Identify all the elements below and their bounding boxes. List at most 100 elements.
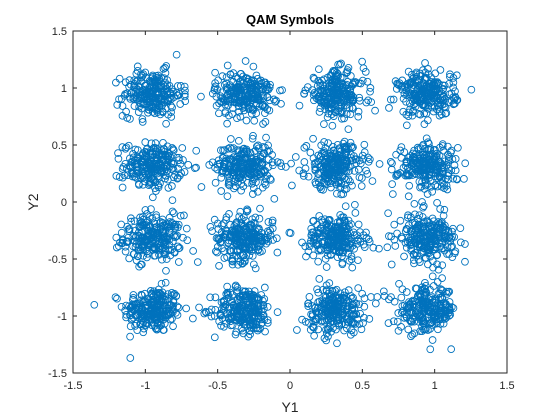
data-point xyxy=(340,163,349,172)
data-point xyxy=(159,301,167,310)
data-point xyxy=(436,304,445,313)
data-point xyxy=(347,318,355,327)
data-point xyxy=(169,209,178,217)
data-point xyxy=(299,169,308,178)
data-point xyxy=(236,295,244,304)
data-point xyxy=(333,303,342,312)
data-point xyxy=(145,169,154,177)
data-point xyxy=(264,85,273,94)
data-point xyxy=(327,177,336,185)
data-point xyxy=(327,243,336,252)
data-point xyxy=(357,182,366,190)
data-point xyxy=(433,182,442,191)
data-point xyxy=(329,164,338,172)
data-point xyxy=(335,144,344,152)
data-point xyxy=(118,236,127,245)
x-tick-label: 0.5 xyxy=(355,380,370,392)
data-point xyxy=(383,243,392,252)
data-point xyxy=(300,143,309,152)
data-point xyxy=(423,92,432,101)
data-point xyxy=(264,218,273,226)
data-point xyxy=(419,203,427,212)
data-point xyxy=(246,78,255,87)
data-point xyxy=(334,153,343,162)
data-point xyxy=(322,230,331,239)
data-point xyxy=(143,96,152,105)
data-point xyxy=(224,144,233,153)
data-point xyxy=(390,235,399,244)
data-point xyxy=(227,230,235,239)
data-point xyxy=(220,254,229,262)
data-point xyxy=(154,95,163,103)
data-point xyxy=(250,230,259,239)
data-point xyxy=(118,102,127,110)
data-point xyxy=(406,105,414,114)
data-point xyxy=(285,228,294,237)
data-point xyxy=(329,92,338,101)
data-point xyxy=(424,260,432,269)
data-point xyxy=(236,86,245,95)
data-point xyxy=(410,251,418,259)
data-point xyxy=(421,278,429,287)
data-point xyxy=(441,310,450,319)
data-point xyxy=(395,81,403,90)
data-point xyxy=(200,309,209,318)
data-point xyxy=(421,73,430,82)
data-point xyxy=(320,120,328,128)
data-point xyxy=(231,174,240,183)
data-point xyxy=(134,228,143,237)
data-point xyxy=(443,142,452,151)
data-point xyxy=(342,175,350,184)
data-point xyxy=(231,281,240,290)
data-point xyxy=(355,93,364,102)
data-point xyxy=(259,120,267,128)
data-point xyxy=(278,86,286,94)
data-point xyxy=(322,221,331,230)
data-point xyxy=(354,220,363,229)
data-point xyxy=(437,285,446,294)
data-point xyxy=(160,74,168,82)
data-point xyxy=(327,110,336,119)
data-point xyxy=(411,249,420,257)
data-point xyxy=(400,314,409,322)
data-point xyxy=(167,113,176,121)
data-point xyxy=(438,315,447,323)
data-point xyxy=(126,80,135,89)
data-point xyxy=(411,239,420,247)
data-point xyxy=(306,325,315,334)
data-point xyxy=(263,303,272,311)
data-point xyxy=(431,181,440,189)
data-point xyxy=(152,150,161,159)
data-point xyxy=(132,232,140,241)
data-point xyxy=(260,295,269,303)
data-point xyxy=(416,299,425,308)
data-point xyxy=(427,318,435,327)
data-point xyxy=(153,155,162,164)
data-point xyxy=(419,297,428,306)
data-point xyxy=(189,247,197,255)
data-point xyxy=(223,119,231,128)
data-point xyxy=(127,307,135,316)
data-point xyxy=(144,217,152,226)
data-point xyxy=(233,283,242,292)
data-point xyxy=(266,226,274,235)
data-point xyxy=(413,306,421,314)
x-tick-label: 0 xyxy=(287,380,293,392)
data-point xyxy=(315,212,324,220)
data-point xyxy=(191,164,199,172)
data-point xyxy=(237,186,246,195)
data-point xyxy=(167,165,176,174)
data-point xyxy=(413,310,421,319)
data-point xyxy=(410,259,418,268)
data-point xyxy=(249,260,258,269)
data-point xyxy=(176,100,185,108)
data-point xyxy=(269,161,277,170)
data-point xyxy=(324,165,333,174)
data-point xyxy=(304,172,313,181)
data-point xyxy=(384,209,392,218)
data-point xyxy=(166,251,175,260)
data-point xyxy=(143,253,151,262)
data-point xyxy=(170,231,178,240)
data-point xyxy=(363,77,372,86)
data-point xyxy=(235,136,243,145)
